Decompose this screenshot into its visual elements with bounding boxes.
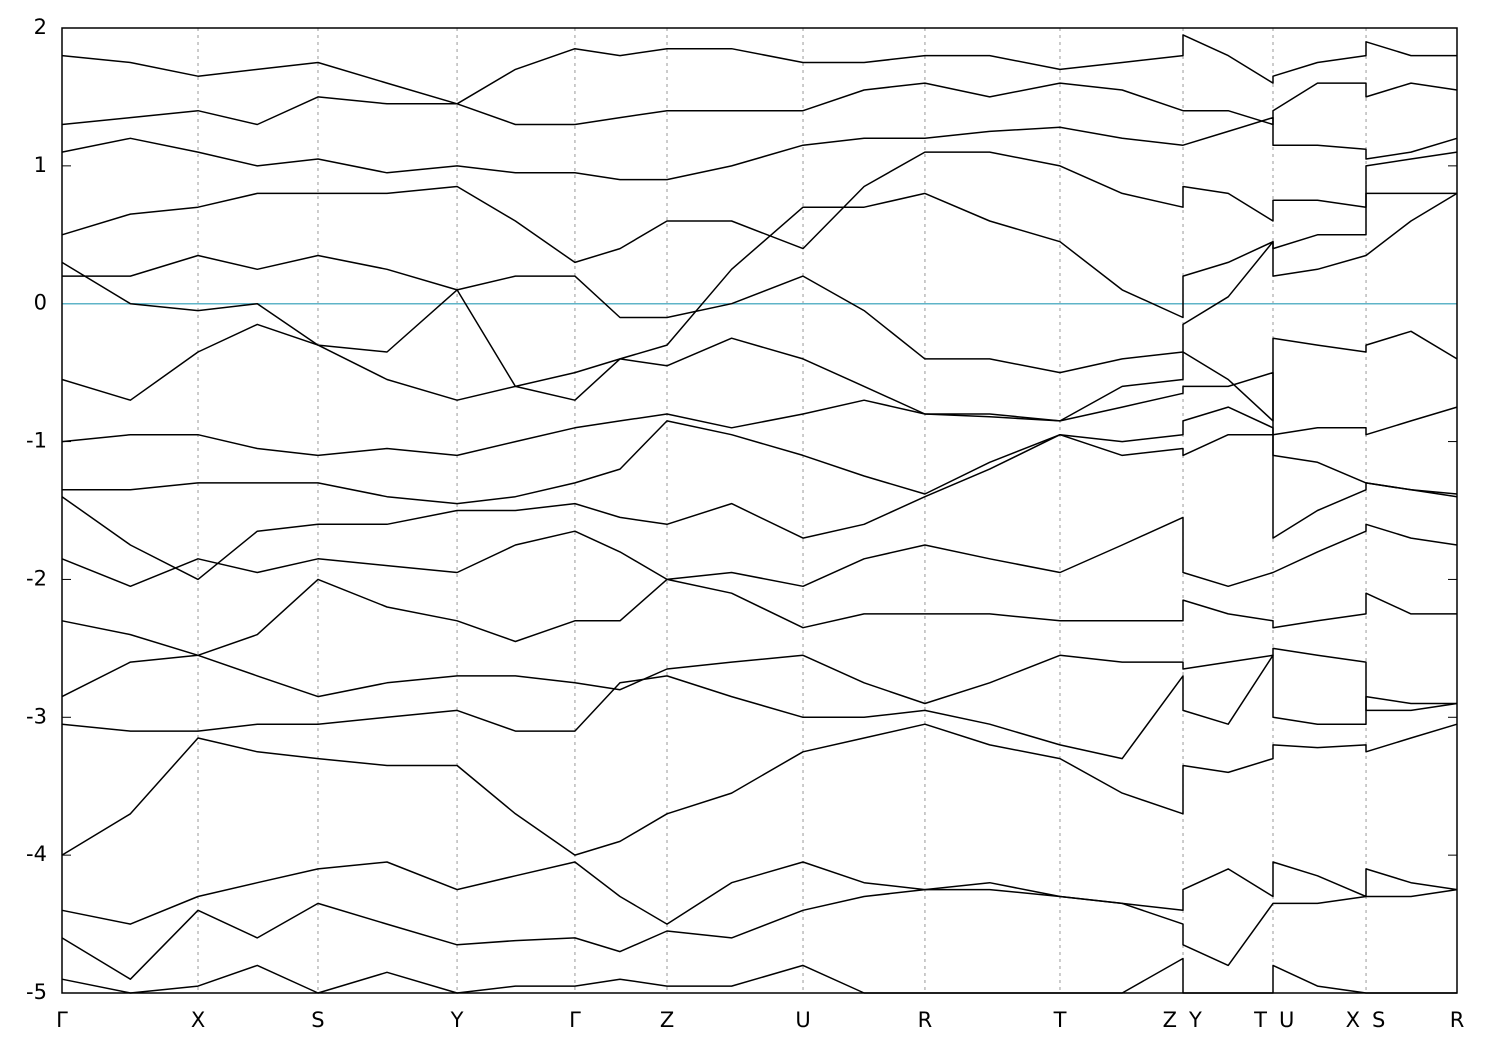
x-tick-label: U xyxy=(795,1008,810,1032)
y-tick-label: -5 xyxy=(26,980,47,1004)
x-tick-label: Y xyxy=(1188,1008,1202,1032)
x-tick-label: Y xyxy=(450,1008,464,1032)
y-tick-label: 2 xyxy=(34,15,47,39)
y-tick-label: 1 xyxy=(34,153,47,177)
band-line xyxy=(61,654,1457,760)
band-line xyxy=(61,578,1457,657)
x-tick-label: R xyxy=(918,1008,933,1032)
x-tick-label: R xyxy=(1450,1008,1465,1032)
band-line xyxy=(61,433,1458,581)
band-line xyxy=(61,516,1458,588)
band-line xyxy=(61,723,1458,856)
band-line xyxy=(61,371,1458,457)
y-tick-label: -3 xyxy=(26,704,47,728)
x-tick-label: Z xyxy=(1163,1008,1177,1032)
band-line xyxy=(62,406,1458,505)
band-line xyxy=(61,116,1458,181)
y-tick-label: -2 xyxy=(26,566,47,590)
band-line xyxy=(62,192,1457,401)
x-tick-label: S xyxy=(311,1008,324,1032)
x-tick-label: T xyxy=(1053,1008,1067,1032)
x-tick-label: Γ xyxy=(56,1008,68,1032)
x-tick-label: Z xyxy=(660,1008,674,1032)
x-tick-label: Γ xyxy=(569,1008,581,1032)
x-tick-label: X xyxy=(1346,1008,1360,1032)
y-tick-label: 0 xyxy=(34,291,47,315)
y-tick-label: -1 xyxy=(26,429,47,453)
x-tick-label: X xyxy=(191,1008,205,1032)
y-tick-label: -4 xyxy=(26,842,47,866)
plot-frame xyxy=(61,27,1458,994)
x-tick-label: T xyxy=(1253,1008,1267,1032)
band-line xyxy=(61,34,1457,105)
x-tick-label: S xyxy=(1372,1008,1385,1032)
band-line xyxy=(61,82,1458,126)
band-line xyxy=(61,323,1458,422)
band-line xyxy=(61,861,1458,925)
band-line xyxy=(61,151,1458,264)
x-tick-label: U xyxy=(1279,1008,1294,1032)
band-line xyxy=(61,647,1458,712)
band-line xyxy=(61,192,1458,374)
band-line xyxy=(61,888,1458,980)
